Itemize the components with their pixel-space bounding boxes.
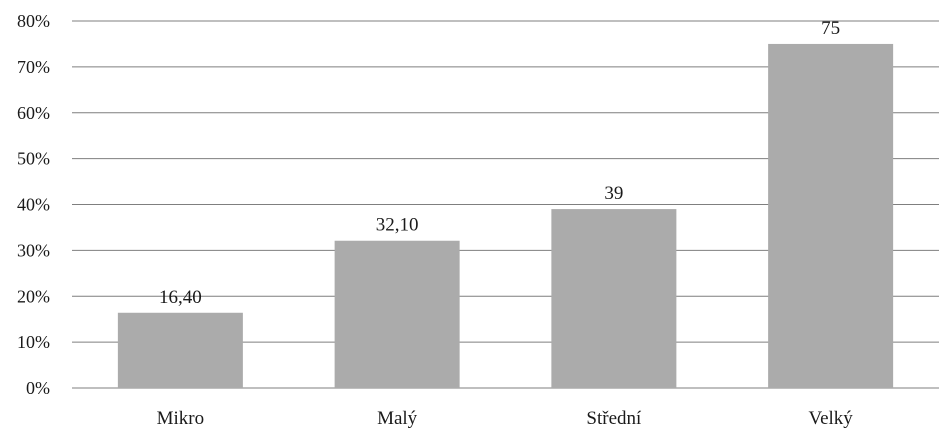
bar-velký (768, 43, 894, 388)
bars (117, 43, 894, 388)
y-tick-label: 60% (17, 103, 50, 123)
y-tick-label: 40% (17, 195, 50, 215)
y-tick-label: 50% (17, 149, 50, 169)
y-tick-label: 70% (17, 57, 50, 77)
data-label: 32,10 (376, 215, 419, 236)
data-label: 39 (604, 183, 623, 204)
y-tick-label: 0% (26, 378, 50, 398)
y-tick-label: 20% (17, 286, 50, 306)
x-category-label: Mikro (157, 408, 205, 429)
x-category-label: Malý (377, 408, 418, 429)
x-axis-categories: Mikro Malý Střední Velký (157, 408, 854, 429)
bar-malý (334, 240, 460, 388)
x-category-label: Velký (808, 408, 853, 429)
y-tick-label: 80% (17, 11, 50, 31)
data-label: 16,40 (159, 287, 202, 308)
bar-střední (551, 209, 677, 388)
bar-mikro (117, 312, 243, 388)
y-tick-label: 10% (17, 332, 50, 352)
x-category-label: Střední (586, 408, 642, 429)
y-tick-label: 30% (17, 240, 50, 260)
data-labels: 16,40 32,10 39 75 (159, 18, 840, 308)
data-label: 75 (821, 18, 840, 39)
y-axis-ticks: 0% 10% 20% 30% 40% 50% 60% 70% 80% (17, 11, 50, 398)
